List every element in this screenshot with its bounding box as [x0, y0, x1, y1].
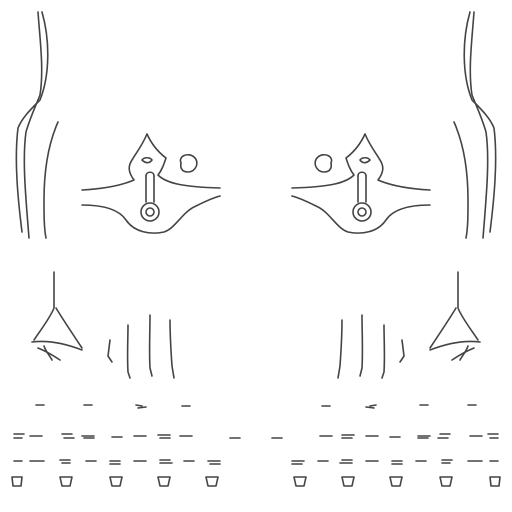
right-emblem: [291, 133, 431, 234]
left-torso-outline: [15, 11, 59, 239]
right-cup-row: [293, 476, 501, 487]
left-half: [11, 11, 241, 487]
left-dash-rows: [13, 404, 241, 465]
right-hand: [337, 271, 481, 379]
left-cup-row: [11, 476, 219, 487]
left-hand: [31, 271, 175, 379]
right-torso-outline: [453, 11, 497, 239]
right-half: [271, 11, 501, 487]
right-dash-rows: [271, 404, 499, 465]
left-emblem: [81, 133, 221, 234]
